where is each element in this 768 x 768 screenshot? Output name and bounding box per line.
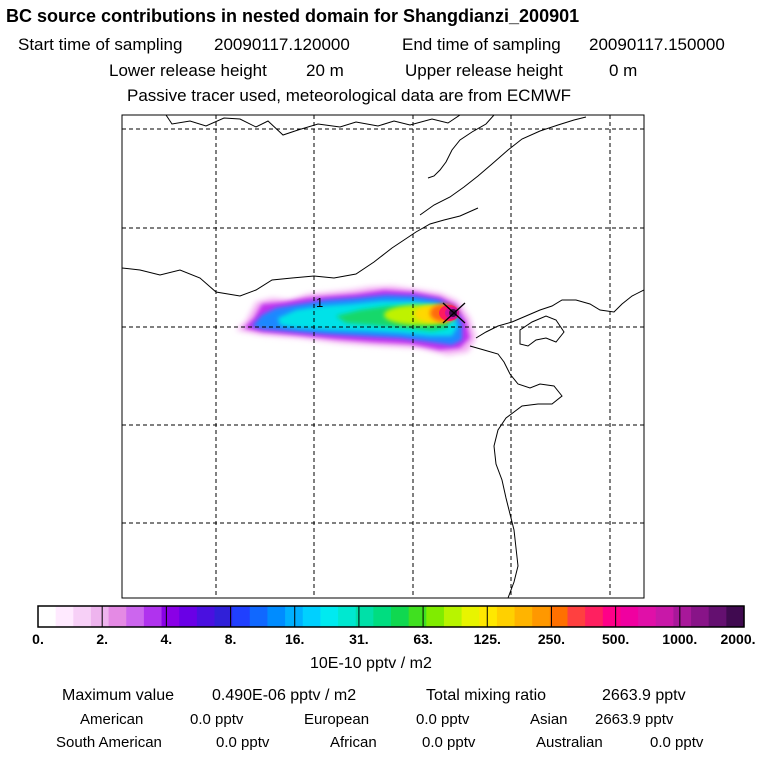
start-time-value: 20090117.120000 <box>214 35 350 54</box>
border-east-coast <box>419 116 587 216</box>
coast-liaodong <box>519 315 565 347</box>
colorbar-tick-label: 1000. <box>662 631 697 647</box>
colorbar-tick-label: 0. <box>32 631 44 647</box>
max-value: 0.490E-06 pptv / m2 <box>212 687 357 704</box>
coast-shandong <box>469 345 563 598</box>
colorbar-unit: 10E-10 pptv / m2 <box>310 655 432 672</box>
region-name: Asian <box>530 711 568 728</box>
colorbar-cell <box>638 606 657 627</box>
colorbar-cell <box>691 606 710 627</box>
plume <box>236 286 476 355</box>
colorbar-tick-label: 8. <box>225 631 237 647</box>
colorbar-cell <box>249 606 269 627</box>
region-name: South American <box>56 734 162 751</box>
colorbar-cell <box>90 606 110 627</box>
colorbar-cell <box>673 606 692 627</box>
upper-release-value: 0 m <box>609 61 638 80</box>
colorbar-cell <box>108 606 127 627</box>
colorbar-cell <box>161 606 180 627</box>
region-name: African <box>330 734 377 751</box>
total-mixing-value: 2663.9 pptv <box>602 687 686 704</box>
border-northeast <box>427 115 495 179</box>
region-value: 0.0 pptv <box>416 711 470 728</box>
colorbar <box>38 606 745 627</box>
colorbar-tick-label: 16. <box>285 631 304 647</box>
region-name: European <box>304 711 370 728</box>
colorbar-cell <box>461 606 480 627</box>
region-value: 0.0 pptv <box>190 711 244 728</box>
colorbar-cell <box>143 606 163 627</box>
colorbar-cell <box>267 606 286 627</box>
colorbar-ticks: 0. 2. 4. 8. 16. 31. 63. 125. 250. 500. 1000. 2000. <box>32 606 756 647</box>
region-value: 0.0 pptv <box>216 734 270 751</box>
end-time-label: End time of sampling <box>402 35 561 54</box>
colorbar-cell <box>391 606 410 627</box>
colorbar-cell <box>426 606 445 627</box>
region-value: 0.0 pptv <box>650 734 704 751</box>
colorbar-cell <box>496 606 516 627</box>
colorbar-cell <box>214 606 233 627</box>
receptor-cross-b <box>442 302 466 324</box>
colorbar-cell <box>708 606 727 627</box>
total-mixing-label: Total mixing ratio <box>426 687 547 704</box>
colorbar-cell <box>302 606 321 627</box>
border-north <box>165 115 461 136</box>
colorbar-tick-label: 31. <box>349 631 368 647</box>
colorbar-cell <box>126 606 145 627</box>
colorbar-cell <box>514 606 533 627</box>
upper-release-label: Upper release height <box>405 61 563 80</box>
colorbar-cell <box>355 606 374 627</box>
lower-release-value: 20 m <box>306 61 344 80</box>
colorbar-tick-label: 2000. <box>720 631 755 647</box>
colorbar-frame <box>37 605 745 628</box>
colorbar-tick-label: 500. <box>602 631 629 647</box>
colorbar-cell <box>73 606 92 627</box>
colorbar-cell <box>479 606 498 627</box>
colorbar-tick-label: 4. <box>161 631 173 647</box>
colorbar-tick-label: 2. <box>96 631 108 647</box>
border-inner-mongolia <box>122 207 479 297</box>
region-name: Australian <box>536 734 603 751</box>
colorbar-cell <box>320 606 339 627</box>
region-value: 0.0 pptv <box>422 734 476 751</box>
receptor-marker <box>442 302 466 324</box>
colorbar-cell <box>408 606 427 627</box>
colorbar-cell <box>620 606 639 627</box>
colorbar-cell <box>549 606 569 627</box>
colorbar-cell <box>196 606 216 627</box>
colorbar-cell <box>338 606 357 627</box>
colorbar-cell <box>373 606 392 627</box>
colorbar-cell <box>38 606 57 627</box>
colorbar-cell <box>655 606 674 627</box>
chart-title: BC source contributions in nested domain… <box>6 6 580 26</box>
colorbar-cell <box>567 606 586 627</box>
colorbar-tick-label: 125. <box>474 631 501 647</box>
colorbar-cell <box>179 606 198 627</box>
colorbar-cell <box>55 606 74 627</box>
map-boundaries <box>122 115 644 598</box>
colorbar-cell <box>602 606 622 627</box>
lower-release-label: Lower release height <box>109 61 267 80</box>
region-name: American <box>80 711 144 728</box>
colorbar-tick-label: 250. <box>538 631 565 647</box>
colorbar-cell <box>726 606 745 627</box>
colorbar-tick-label: 63. <box>413 631 432 647</box>
colorbar-cell <box>585 606 604 627</box>
tracer-note: Passive tracer used, meteorological data… <box>127 86 572 105</box>
end-time-value: 20090117.150000 <box>589 35 725 54</box>
map-frame <box>121 114 645 599</box>
colorbar-cell <box>443 606 463 627</box>
map-area: 1 <box>122 115 644 598</box>
colorbar-cell <box>232 606 251 627</box>
border-bohai <box>475 289 644 339</box>
contour-label: 1 <box>316 295 323 310</box>
start-time-label: Start time of sampling <box>18 35 183 54</box>
colorbar-cell <box>285 606 304 627</box>
max-value-label: Maximum value <box>62 687 175 704</box>
graticule <box>122 115 644 598</box>
colorbar-cell <box>532 606 551 627</box>
region-value: 2663.9 pptv <box>595 711 674 728</box>
